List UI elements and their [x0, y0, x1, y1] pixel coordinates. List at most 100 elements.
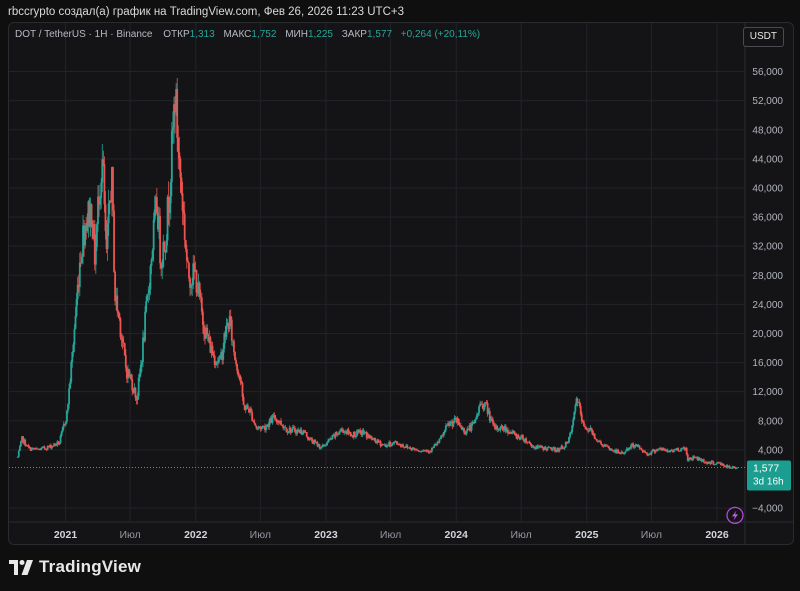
candle-body — [137, 377, 140, 396]
candle-body — [568, 437, 570, 443]
candle-body — [689, 457, 691, 460]
chart-panel[interactable]: 56,000 52,000 48,000 44,000 40,000 36,000 32,0… — [8, 22, 794, 545]
candle-body — [593, 433, 596, 439]
x-tick-label: Июл — [380, 529, 401, 541]
candle-body — [253, 420, 256, 424]
candle-body — [98, 196, 100, 205]
candle-body — [321, 444, 324, 447]
candle-body — [537, 445, 539, 448]
lightning-icon[interactable] — [726, 506, 744, 525]
candle-body — [24, 439, 27, 446]
candle-body — [450, 421, 453, 423]
candle-body — [79, 262, 82, 264]
candle-body — [419, 451, 422, 453]
candle-body — [336, 434, 339, 436]
candle-body — [470, 423, 473, 431]
candle-body — [581, 421, 584, 423]
candle-body — [717, 462, 720, 464]
candle-body — [711, 460, 714, 462]
candle-body — [452, 422, 455, 427]
candle-body — [218, 358, 220, 363]
candle-body — [488, 411, 491, 421]
y-tick-label: 40,000 — [752, 183, 783, 194]
candle-body — [492, 419, 494, 424]
candle-body — [198, 282, 201, 297]
candle-body — [233, 340, 235, 352]
candle-body — [66, 410, 68, 422]
candle-body — [169, 182, 172, 204]
candle-body — [546, 447, 549, 450]
candle-body — [227, 322, 230, 330]
candle-body — [555, 451, 558, 453]
candle-body — [502, 429, 505, 431]
candle-body — [73, 328, 76, 345]
candle-body — [92, 224, 95, 239]
candle-body — [333, 434, 336, 438]
candle-body — [269, 418, 272, 422]
candle-body — [287, 431, 290, 433]
candle-body — [363, 432, 366, 434]
candle-body — [61, 427, 64, 432]
candle-body — [148, 289, 151, 294]
y-tick-label: 28,000 — [752, 271, 783, 282]
candle-body — [602, 445, 605, 447]
candle-body — [100, 182, 103, 198]
candle-body — [649, 453, 652, 455]
candle-body — [523, 439, 525, 442]
tradingview-logo-icon — [9, 559, 33, 575]
candle-body — [619, 453, 622, 455]
candle-body — [290, 429, 293, 433]
candle-body — [116, 295, 119, 312]
candle-body — [351, 435, 354, 438]
candle-body — [722, 463, 724, 466]
candle-body — [320, 446, 323, 448]
candle-body — [190, 284, 193, 288]
candle-body — [389, 442, 392, 447]
candle-body — [370, 435, 372, 438]
candle-body — [632, 443, 635, 448]
candle-body — [83, 225, 85, 246]
candle-body — [17, 450, 20, 457]
candle-body — [412, 447, 415, 449]
candle-body — [246, 405, 249, 409]
candle-body — [245, 405, 248, 408]
chart-canvas[interactable]: 56,000 52,000 48,000 44,000 40,000 36,000 32,0… — [9, 23, 793, 544]
candle-body — [510, 431, 513, 434]
candle-body — [620, 451, 623, 454]
candle-body — [238, 375, 241, 377]
candle-body — [623, 452, 626, 454]
currency-button[interactable]: USDT — [742, 27, 784, 47]
candle-body — [367, 434, 370, 438]
candle-body — [642, 450, 645, 453]
candle-body — [703, 462, 706, 464]
high-value: 1,752 — [251, 29, 277, 40]
candle-body — [220, 352, 222, 356]
candle-body — [40, 447, 43, 451]
candle-body — [337, 432, 340, 435]
candle-body — [37, 448, 39, 450]
candle-body — [16, 456, 19, 458]
symbol-label[interactable]: DOT / TetherUS · 1H · Binance — [15, 29, 153, 40]
candle-body — [135, 397, 138, 400]
candle-body — [675, 449, 677, 450]
candle-body — [507, 429, 509, 434]
tradingview-logo[interactable]: TradingView — [9, 557, 141, 577]
candle-body — [441, 435, 444, 437]
candle-body — [522, 435, 524, 440]
candle-body — [360, 431, 363, 436]
candle-body — [310, 438, 312, 440]
candle-body — [681, 447, 684, 449]
candle-body — [564, 442, 567, 448]
candle-body — [99, 197, 102, 205]
candle-body — [183, 213, 186, 240]
candle-body — [249, 408, 251, 413]
candle-body — [600, 441, 602, 445]
candle-body — [107, 203, 110, 224]
candle-body — [101, 159, 104, 183]
candle-body — [348, 432, 351, 434]
candle-body — [207, 334, 210, 342]
candle-body — [526, 441, 529, 443]
candle-body — [188, 262, 190, 279]
candle-body — [590, 427, 593, 430]
candle-body — [103, 164, 106, 205]
